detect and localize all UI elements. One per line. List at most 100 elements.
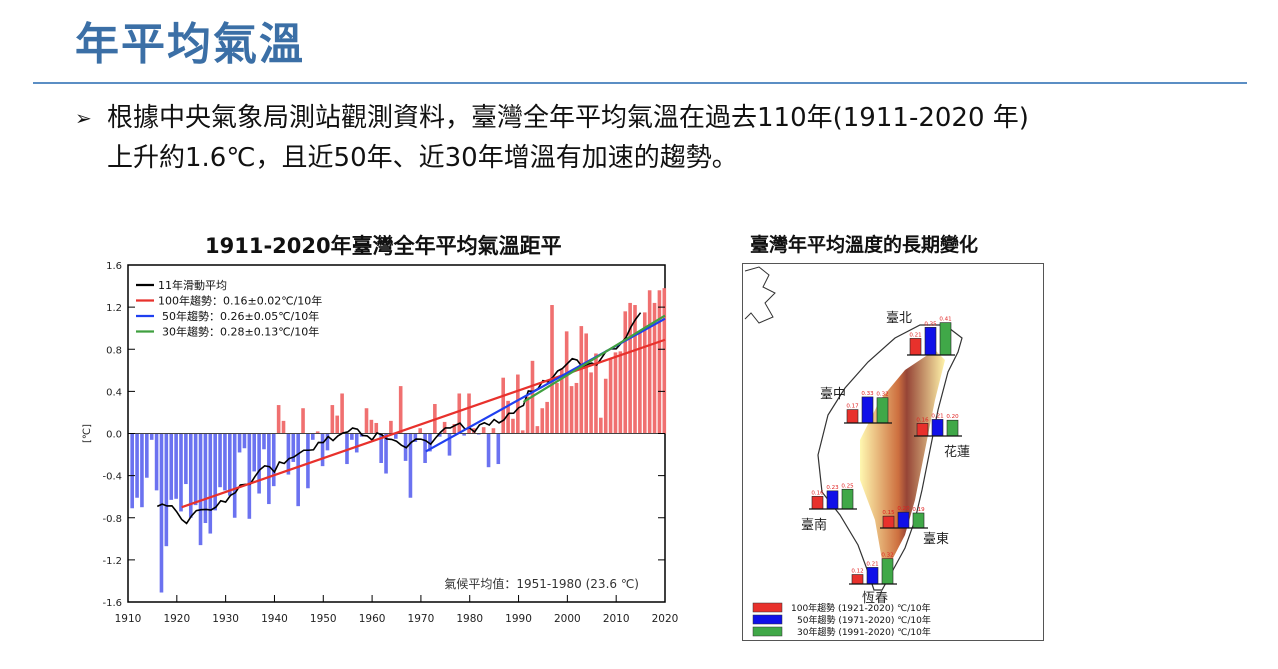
anomaly-bar	[345, 433, 349, 465]
anomaly-bar	[384, 433, 388, 474]
station-trend-bar	[946, 419, 959, 437]
anomaly-bar	[354, 433, 359, 453]
anomaly-bar	[491, 428, 496, 434]
y-tick-label: -0.4	[102, 472, 122, 483]
anomaly-bar	[311, 433, 315, 440]
anomaly-bar	[350, 433, 354, 440]
station-trend-bar	[931, 419, 944, 437]
station-bar-value: 0.35	[924, 321, 937, 327]
anomaly-bar	[145, 433, 149, 478]
legend-swatch	[752, 614, 783, 625]
legend-label: 50年趨勢：0.26±0.05℃/10年	[162, 309, 319, 323]
anomaly-bar	[262, 433, 266, 450]
anomaly-bar	[379, 433, 383, 463]
anomaly-bar	[418, 428, 423, 434]
station-bar-value: 0.12	[851, 569, 863, 575]
anomaly-bar	[579, 326, 584, 434]
y-tick-label: 0.4	[106, 387, 122, 398]
station-bar-value: 0.15	[882, 510, 895, 516]
anomaly-bar	[301, 408, 305, 434]
anomaly-bar	[599, 417, 603, 434]
station-trend-bar	[897, 511, 910, 529]
station-trend-bar	[881, 558, 894, 585]
anomaly-bar	[657, 290, 662, 434]
anomaly-bar	[164, 433, 169, 547]
anomaly-bar	[447, 433, 452, 456]
station-label: 臺東	[923, 531, 949, 547]
coastline-fragment	[744, 266, 776, 324]
page-title: 年平均氣溫	[75, 19, 305, 70]
y-axis-label: [℃]	[82, 424, 93, 443]
y-tick-label: 1.2	[106, 303, 122, 314]
trend-line	[522, 314, 666, 403]
anomaly-bar	[486, 433, 491, 468]
legend-label: 100年趨勢 (1921-2020) ℃/10年	[791, 602, 931, 614]
anomaly-bar	[306, 433, 310, 489]
y-tick-label: -1.6	[102, 598, 122, 609]
station-trend-bar	[912, 512, 925, 529]
anomaly-bar	[149, 433, 154, 440]
station-trend-bar	[939, 322, 952, 356]
anomaly-bar	[257, 433, 261, 494]
anomaly-bar	[232, 433, 237, 518]
station-trend-bar	[826, 490, 839, 510]
anomaly-bar	[281, 420, 286, 434]
anomaly-bar	[184, 433, 188, 485]
anomaly-bar	[642, 312, 647, 434]
anomaly-bar	[223, 433, 227, 491]
anomaly-bar	[252, 433, 257, 472]
anomaly-bar	[286, 433, 291, 475]
station-trend-bar	[846, 409, 859, 424]
anomaly-bar	[437, 433, 442, 437]
station-label: 花蓮	[944, 444, 970, 460]
anomaly-bar	[457, 393, 462, 434]
x-tick-label: 1920	[163, 613, 190, 625]
anomaly-bar	[174, 433, 178, 499]
anomaly-bar	[555, 382, 559, 434]
station-trend-bar	[851, 574, 864, 585]
anomaly-bar	[315, 431, 320, 434]
anomaly-bar	[574, 382, 579, 434]
anomaly-bar	[228, 433, 232, 496]
x-tick-label: 1930	[212, 613, 239, 625]
station-trend-bar	[916, 423, 929, 437]
anomaly-bar	[276, 405, 281, 434]
x-tick-label: 1970	[408, 613, 435, 625]
anomaly-bar	[394, 433, 398, 439]
station-trend-bar	[882, 515, 895, 529]
anomaly-bar	[462, 433, 466, 436]
climate-normal-note: 氣候平均值：1951-1980 (23.6 ℃)	[444, 576, 639, 591]
anomaly-bar	[545, 401, 549, 434]
station-bar-value: 0.21	[866, 561, 878, 567]
station-trend-bar	[876, 397, 889, 424]
map-chart-title: 臺灣年平均溫度的長期變化	[750, 234, 979, 256]
station-label: 恆春	[862, 591, 888, 606]
anomaly-bar	[550, 305, 554, 434]
anomaly-bar	[198, 433, 203, 546]
anomaly-bar	[540, 408, 545, 434]
legend-label: 11年滑動平均	[158, 278, 227, 292]
anomaly-bar	[589, 372, 593, 434]
station-bar-value: 0.19	[912, 507, 925, 513]
y-tick-label: -1.2	[102, 556, 122, 567]
anomaly-chart: 1.6 1.2 0.8 0.4 0.0 -0.4 -0.8 -1.2 -1.6 1910 1920 1…	[82, 261, 678, 625]
x-tick-label: 2000	[554, 613, 581, 625]
anomaly-bar	[496, 433, 501, 465]
anomaly-bar	[564, 331, 569, 434]
anomaly-bar	[247, 433, 252, 519]
anomaly-bar	[584, 333, 588, 434]
station-bar-value: 0.21	[931, 413, 943, 419]
anomaly-bar	[618, 351, 623, 434]
anomaly-bar	[603, 378, 608, 434]
anomaly-bar	[647, 290, 652, 434]
x-tick-label: 1980	[456, 613, 483, 625]
legend-label: 100年趨勢：0.16±0.02℃/10年	[158, 294, 322, 308]
anomaly-bar	[130, 433, 134, 509]
anomaly-bar	[296, 433, 300, 507]
y-tick-label: 0.8	[106, 345, 122, 356]
legend-label: 30年趨勢 (1991-2020) ℃/10年	[797, 626, 931, 638]
anomaly-bar	[511, 418, 515, 434]
anomaly-bar	[135, 433, 139, 498]
anomaly-bar	[535, 426, 540, 434]
anomaly-bar	[623, 311, 628, 434]
